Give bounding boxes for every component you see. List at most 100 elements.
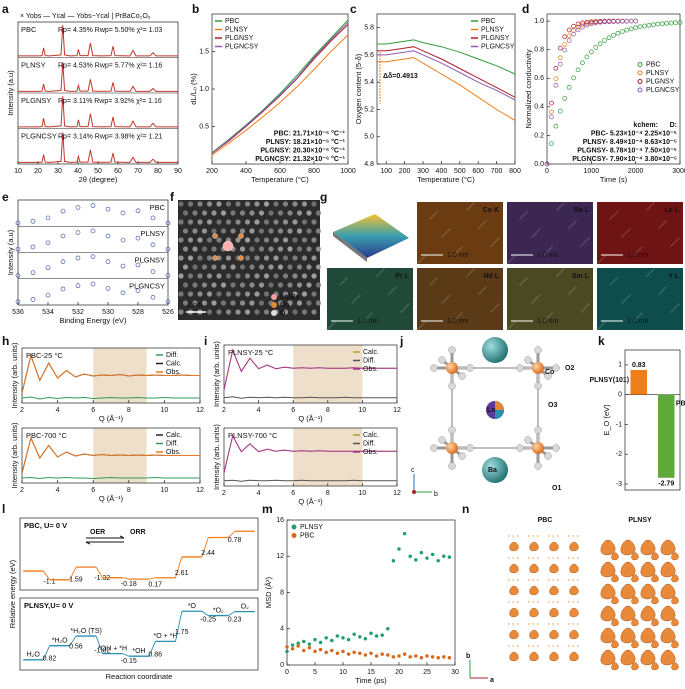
eds-speckle bbox=[611, 216, 613, 218]
data-point bbox=[397, 547, 401, 551]
atom-column bbox=[258, 228, 265, 234]
density-blob bbox=[620, 605, 636, 622]
data-point bbox=[620, 18, 625, 24]
eds-speckle bbox=[524, 279, 526, 281]
atom-column bbox=[178, 273, 184, 279]
eds-speckle bbox=[661, 224, 663, 226]
series-stats: Rp= 4.35% Rwp= 5.50% χ²= 1.03 bbox=[58, 27, 162, 34]
x-axis-label: Binding Energy (eV) bbox=[59, 316, 127, 325]
atom-column bbox=[306, 264, 312, 270]
y-tick-label: 0 bbox=[280, 662, 284, 669]
atom-column bbox=[296, 300, 303, 306]
data-point bbox=[562, 42, 568, 47]
y-tick-label: -1 bbox=[616, 421, 622, 428]
atom-column bbox=[296, 264, 303, 270]
atom-column bbox=[301, 255, 308, 261]
o-atom bbox=[466, 364, 474, 372]
eds-speckle bbox=[587, 304, 589, 306]
eds-speckle bbox=[525, 278, 527, 280]
data-point bbox=[285, 649, 289, 654]
atom-column bbox=[187, 273, 194, 279]
density-blob bbox=[600, 649, 616, 666]
plot-frame bbox=[19, 517, 259, 591]
eds-speckle bbox=[661, 290, 663, 292]
data-point bbox=[120, 210, 126, 216]
atom-column bbox=[292, 273, 298, 279]
eds-speckle bbox=[521, 282, 523, 284]
x-tick-label: 532 bbox=[72, 309, 84, 316]
data-point bbox=[580, 60, 585, 66]
density-blob bbox=[549, 629, 559, 640]
data-point bbox=[408, 655, 412, 659]
o-atom bbox=[458, 452, 466, 460]
eds-speckle bbox=[495, 306, 497, 308]
data-point bbox=[419, 655, 424, 660]
eds-speckle bbox=[598, 327, 600, 329]
atom-column bbox=[216, 237, 222, 243]
atom-column bbox=[263, 291, 270, 297]
atom-column bbox=[301, 201, 308, 207]
eds-speckle bbox=[471, 204, 473, 206]
data-point bbox=[606, 35, 612, 41]
data-point bbox=[584, 22, 590, 28]
atom-column bbox=[230, 228, 236, 234]
eds-speckle bbox=[443, 234, 445, 236]
scale-bar-label: 1.0 nm bbox=[627, 252, 649, 259]
eds-speckle bbox=[522, 281, 524, 283]
eds-speckle bbox=[649, 206, 651, 208]
step-label: -1.32 bbox=[94, 575, 110, 582]
atom-column bbox=[211, 210, 217, 216]
x-tick-label: 526 bbox=[162, 309, 174, 316]
eds-speckle bbox=[673, 242, 675, 244]
atom-column bbox=[201, 228, 208, 234]
atom-column bbox=[311, 291, 317, 297]
data-point bbox=[165, 299, 171, 305]
step-label: 1.59 bbox=[69, 576, 83, 583]
eds-speckle bbox=[485, 220, 487, 222]
eds-speckle bbox=[563, 202, 565, 204]
data-point bbox=[45, 215, 51, 221]
eds-speckle bbox=[458, 249, 460, 251]
eds-speckle bbox=[536, 231, 538, 233]
eds-speckle bbox=[420, 325, 422, 327]
x-tick-label: 20 bbox=[395, 669, 403, 676]
atom-column bbox=[187, 237, 194, 243]
scale-bar-label: 1.0 nm bbox=[357, 318, 379, 325]
atom-column bbox=[282, 255, 289, 261]
data-point bbox=[549, 114, 554, 120]
atom-column bbox=[216, 219, 222, 225]
eds-speckle bbox=[328, 327, 330, 329]
eds-speckle bbox=[485, 286, 487, 288]
atom-column bbox=[239, 300, 246, 306]
eds-speckle bbox=[444, 233, 446, 235]
atom-column bbox=[182, 264, 189, 270]
eds-speckle bbox=[652, 203, 654, 205]
eds-speckle bbox=[472, 203, 474, 205]
eds-speckle bbox=[580, 245, 582, 247]
data-point bbox=[584, 21, 590, 26]
eds-tile bbox=[507, 268, 593, 330]
category-label: PLNSY(101) bbox=[589, 377, 629, 384]
atom-column bbox=[182, 228, 189, 234]
x-tick-label: 200 bbox=[206, 168, 218, 175]
eds-speckle bbox=[672, 243, 674, 245]
eds-speckle bbox=[449, 294, 451, 296]
data-line bbox=[377, 39, 516, 75]
atom-column bbox=[254, 237, 260, 243]
atom-column bbox=[206, 237, 213, 243]
data-point bbox=[593, 45, 599, 50]
series-label: PLNSY bbox=[140, 229, 165, 238]
o-atom bbox=[544, 372, 552, 380]
data-point bbox=[425, 556, 429, 560]
chart-title: PLNSY-25 °C bbox=[228, 348, 274, 357]
step-label: -0.25 bbox=[200, 616, 216, 623]
scale-bar-label: 1.0 nm bbox=[537, 252, 559, 259]
eds-speckle bbox=[442, 235, 444, 237]
data-point bbox=[296, 644, 300, 648]
atom-column bbox=[192, 264, 198, 270]
atom-column bbox=[258, 246, 265, 252]
eds-speckle bbox=[538, 229, 540, 231]
o-atom bbox=[516, 364, 524, 372]
state-label: H₂O bbox=[27, 652, 41, 659]
